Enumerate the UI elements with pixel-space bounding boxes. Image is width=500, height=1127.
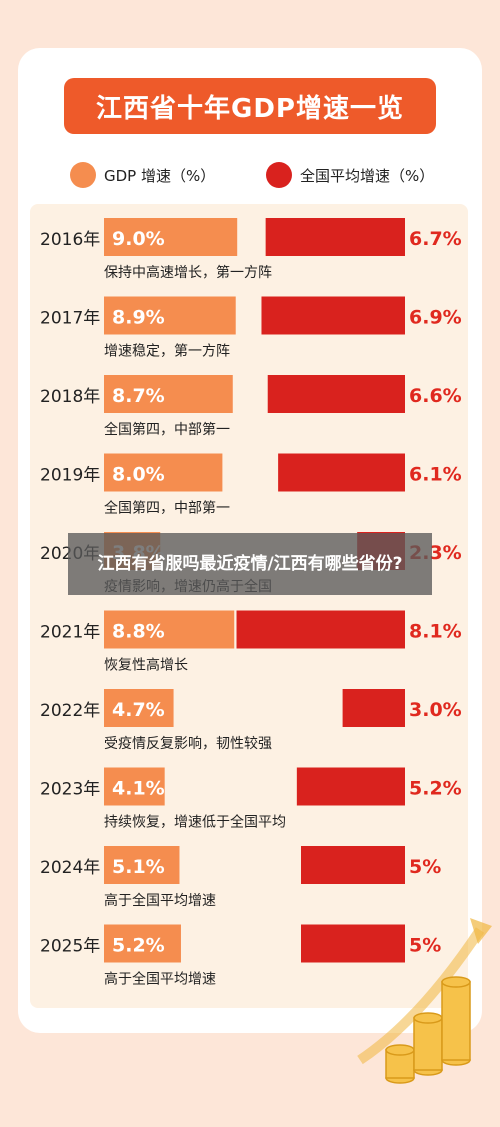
year-label: 2024年 [40,858,100,878]
row-note: 高于全国平均增速 [104,892,216,909]
jiangxi-bar [104,610,235,649]
national-value-label: 6.6% [409,385,462,407]
jiangxi-bar [104,924,181,963]
year-label: 2022年 [40,701,100,721]
legend-jiangxi-label: GDP 增速（%） [104,166,216,185]
national-value-label: 3.0% [409,699,462,721]
row-note: 恢复性高增长 [104,657,188,674]
jiangxi-bar [104,689,174,727]
national-value-label: 5.2% [409,778,462,800]
national-bar [342,689,405,727]
jiangxi-bar [104,767,165,806]
jiangxi-value-label: 8.0% [112,464,165,486]
national-value-label: 5% [409,856,441,878]
legend-national-label: 全国平均增速（%） [300,166,435,185]
row-note: 全国第四，中部第一 [104,500,230,517]
national-bar [301,924,405,963]
jiangxi-value-label: 8.7% [112,385,165,407]
jiangxi-bar [104,296,236,335]
legend-national-swatch [266,162,292,188]
year-label: 2017年 [40,309,100,329]
jiangxi-value-label: 5.2% [112,935,165,957]
year-label: 2018年 [40,387,100,407]
row-note: 受疫情反复影响，韧性较强 [104,735,272,752]
legend-jiangxi: GDP 增速（%） [70,160,215,190]
jiangxi-value-label: 8.9% [112,307,165,329]
jiangxi-value-label: 4.1% [112,778,165,800]
jiangxi-bar [104,453,223,492]
national-bar [265,218,405,256]
jiangxi-value-label: 4.7% [112,699,165,721]
national-bar [267,375,405,413]
year-label: 2021年 [40,623,100,643]
national-bar [236,610,405,649]
jiangxi-bar [104,218,238,256]
watermark-overlay: 江西有省服吗最近疫情/江西有哪些省份? [68,533,432,595]
national-value-label: 5% [409,935,441,957]
national-bar [261,296,405,335]
row-note: 持续恢复，增速低于全国平均 [104,814,286,831]
year-label: 2025年 [40,937,100,957]
jiangxi-value-label: 5.1% [112,856,165,878]
national-bar [296,767,405,806]
national-value-label: 8.1% [409,621,462,643]
chart-title: 江西省十年GDP增速一览 [64,78,436,134]
legend-jiangxi-swatch [70,162,96,188]
row-note: 保持中高速增长，第一方阵 [104,264,272,281]
year-label: 2019年 [40,466,100,486]
national-bar [301,846,405,884]
national-value-label: 6.7% [409,228,462,250]
year-label: 2016年 [40,230,100,250]
jiangxi-value-label: 8.8% [112,621,165,643]
national-bar [278,453,405,492]
jiangxi-bar [104,375,233,413]
national-value-label: 6.9% [409,307,462,329]
legend-national: 全国平均增速（%） [266,160,434,190]
year-label: 2023年 [40,780,100,800]
row-note: 增速稳定，第一方阵 [104,343,230,360]
row-note: 全国第四，中部第一 [104,421,230,438]
coin-stacks-illustration [357,918,492,1084]
national-value-label: 6.1% [409,464,462,486]
jiangxi-bar [104,846,180,884]
jiangxi-value-label: 9.0% [112,228,165,250]
row-note: 高于全国平均增速 [104,971,216,988]
